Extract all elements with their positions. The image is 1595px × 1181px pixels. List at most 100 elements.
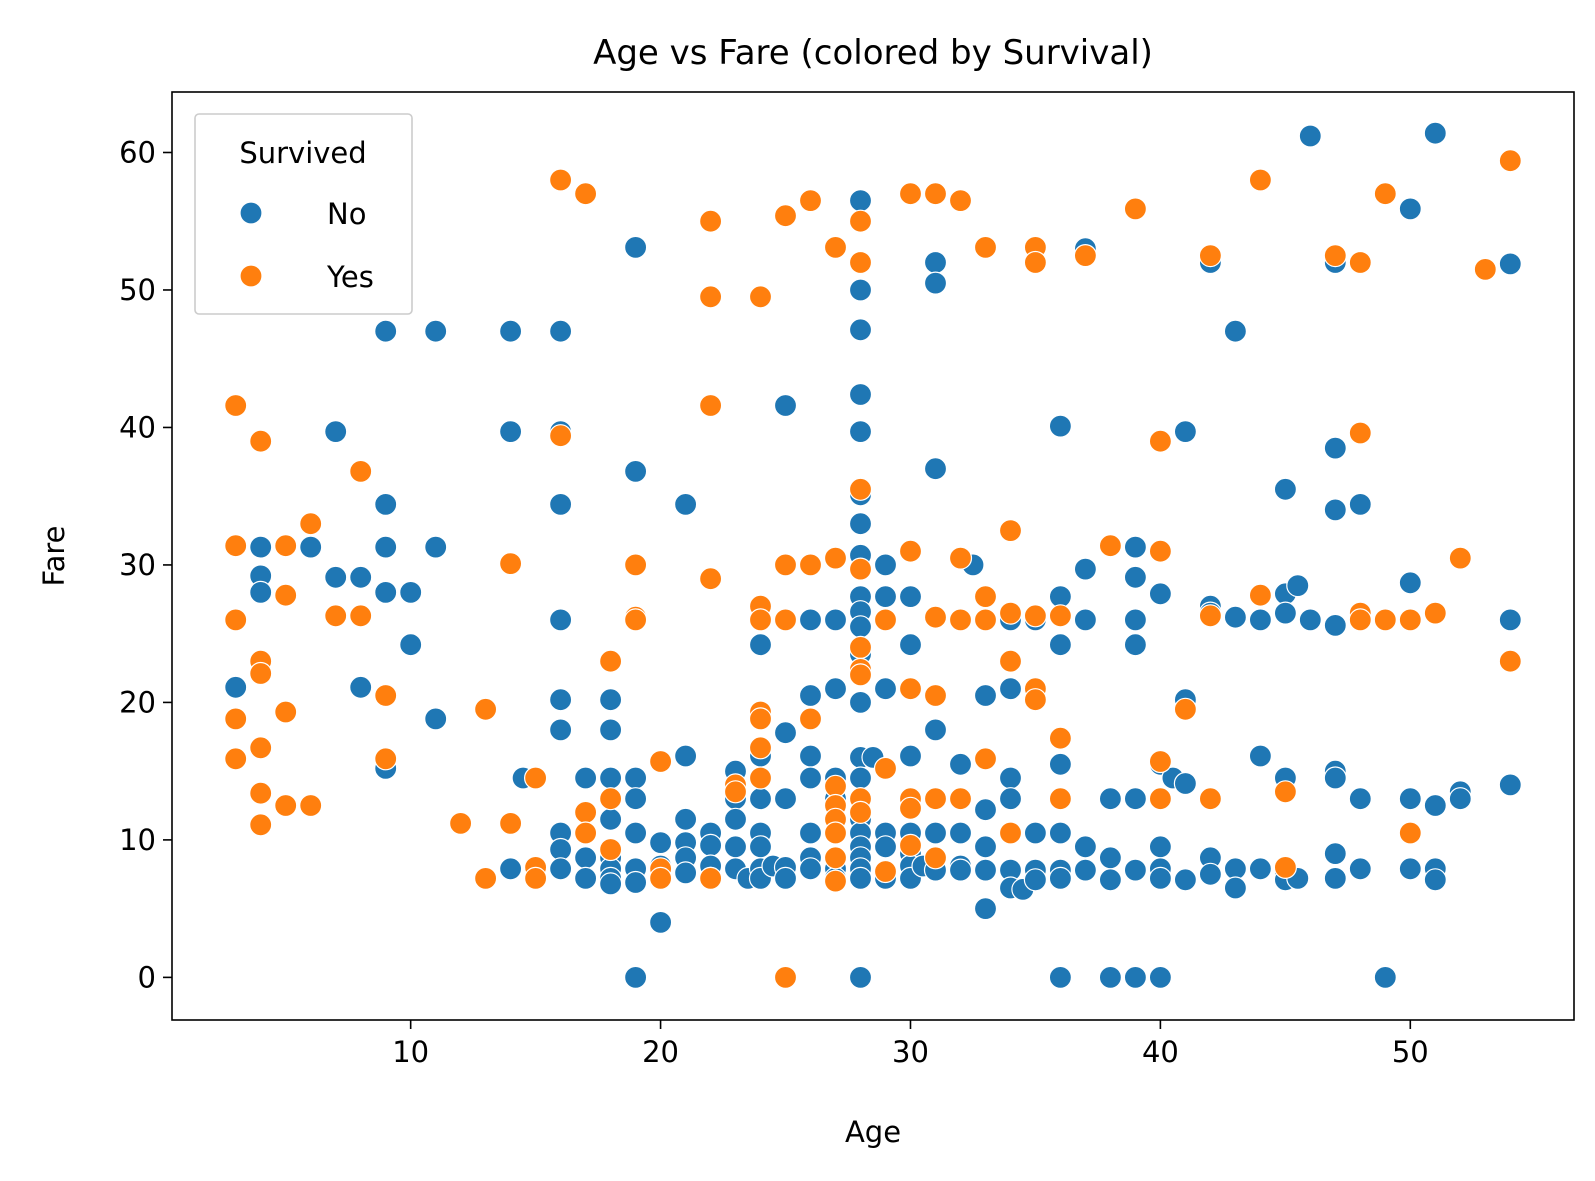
data-point-yes-3 — [224, 707, 248, 731]
y-tick-label-60: 60 — [119, 135, 156, 169]
data-point-no-80 — [773, 721, 798, 745]
data-point-no-153 — [998, 677, 1023, 701]
data-point-no-163 — [1048, 414, 1073, 438]
data-point-yes-117 — [1098, 534, 1123, 558]
data-point-no-68 — [723, 835, 748, 859]
data-point-yes-34 — [573, 821, 598, 845]
data-point-yes-7 — [249, 661, 273, 686]
data-point-no-5 — [324, 420, 348, 444]
data-point-no-104 — [848, 512, 873, 536]
data-point-no-26 — [548, 608, 573, 632]
legend-label-yes: Yes — [326, 260, 374, 294]
data-point-yes-63 — [798, 553, 823, 577]
data-point-yes-35 — [598, 649, 623, 673]
data-point-yes-116 — [1073, 244, 1098, 268]
y-tick-label-40: 40 — [119, 410, 156, 444]
data-point-yes-84 — [873, 859, 898, 884]
data-point-no-25 — [548, 492, 573, 516]
data-point-yes-1 — [224, 534, 248, 558]
data-point-yes-81 — [848, 800, 873, 825]
data-point-yes-10 — [249, 813, 273, 837]
data-point-yes-29 — [523, 866, 548, 891]
data-point-no-234 — [1398, 787, 1422, 811]
y-tick-label-0: 0 — [138, 960, 156, 994]
data-point-yes-77 — [848, 635, 873, 660]
data-point-no-207 — [1248, 608, 1273, 632]
data-point-no-173 — [1073, 608, 1098, 632]
data-point-no-73 — [748, 787, 773, 811]
data-point-yes-58 — [773, 204, 798, 228]
data-point-no-176 — [1098, 787, 1123, 811]
data-point-no-145 — [948, 858, 973, 882]
data-point-no-98 — [848, 189, 873, 213]
data-point-no-225 — [1323, 766, 1347, 790]
plot-frame — [171, 91, 1575, 1021]
data-point-no-227 — [1323, 866, 1347, 891]
data-point-no-27 — [548, 688, 573, 712]
data-point-yes-8 — [249, 736, 273, 760]
data-point-yes-15 — [299, 512, 323, 536]
data-point-yes-98 — [948, 608, 973, 632]
data-point-no-85 — [798, 683, 823, 708]
data-point-no-143 — [948, 821, 973, 845]
data-point-yes-36 — [598, 787, 623, 811]
data-point-yes-26 — [499, 811, 523, 836]
data-point-no-182 — [1123, 608, 1148, 632]
y-tick-label-30: 30 — [119, 548, 156, 582]
data-point-no-62 — [698, 833, 723, 858]
data-point-no-147 — [973, 683, 998, 708]
data-point-yes-61 — [773, 965, 798, 990]
data-point-yes-13 — [274, 700, 298, 724]
x-axis-ticks: 10 20 30 40 50 — [392, 1020, 1429, 1069]
data-point-no-84 — [798, 608, 823, 632]
data-point-no-0 — [224, 675, 248, 699]
data-point-no-1 — [249, 535, 273, 559]
y-tick-label-10: 10 — [119, 823, 156, 857]
data-point-no-112 — [848, 766, 873, 790]
data-point-yes-129 — [1273, 780, 1298, 804]
points-layer — [224, 121, 1522, 990]
data-point-no-47 — [623, 821, 648, 845]
data-point-yes-107 — [998, 821, 1023, 845]
data-point-yes-142 — [1473, 257, 1497, 281]
data-point-no-86 — [798, 744, 823, 768]
data-point-no-15 — [399, 633, 423, 657]
data-point-no-17 — [424, 535, 448, 559]
data-point-no-124 — [873, 677, 898, 701]
chart-title: Age vs Fare (colored by Survival) — [593, 33, 1153, 73]
y-axis-label: Fare — [37, 526, 71, 587]
data-point-yes-96 — [948, 189, 973, 213]
data-point-yes-127 — [1248, 168, 1273, 192]
data-point-yes-50 — [723, 780, 748, 804]
x-tick-label-50: 50 — [1392, 1035, 1429, 1069]
data-point-no-230 — [1348, 857, 1372, 881]
data-point-yes-83 — [873, 756, 898, 781]
data-point-yes-113 — [1048, 604, 1073, 628]
data-point-yes-66 — [823, 546, 848, 570]
data-point-no-222 — [1323, 498, 1347, 522]
data-point-no-126 — [873, 835, 898, 859]
data-point-no-183 — [1123, 633, 1148, 657]
data-point-no-122 — [873, 553, 898, 577]
data-point-no-241 — [1448, 787, 1472, 811]
data-point-yes-33 — [573, 800, 598, 825]
x-tick-label-10: 10 — [392, 1035, 429, 1069]
data-point-yes-94 — [923, 787, 948, 811]
data-point-no-83 — [773, 866, 798, 891]
data-point-no-243 — [1498, 608, 1522, 632]
data-point-yes-72 — [823, 869, 848, 893]
data-point-yes-46 — [698, 393, 723, 418]
data-point-no-136 — [923, 250, 948, 275]
data-point-no-155 — [998, 787, 1023, 811]
data-point-yes-135 — [1348, 608, 1372, 632]
legend-title: Survived — [239, 136, 366, 170]
data-point-no-142 — [948, 752, 973, 776]
data-point-no-179 — [1098, 965, 1123, 990]
data-point-no-178 — [1098, 868, 1123, 892]
data-point-yes-71 — [823, 846, 848, 870]
data-point-yes-137 — [1373, 608, 1397, 632]
data-point-no-12 — [374, 580, 398, 605]
data-point-no-108 — [848, 615, 873, 639]
